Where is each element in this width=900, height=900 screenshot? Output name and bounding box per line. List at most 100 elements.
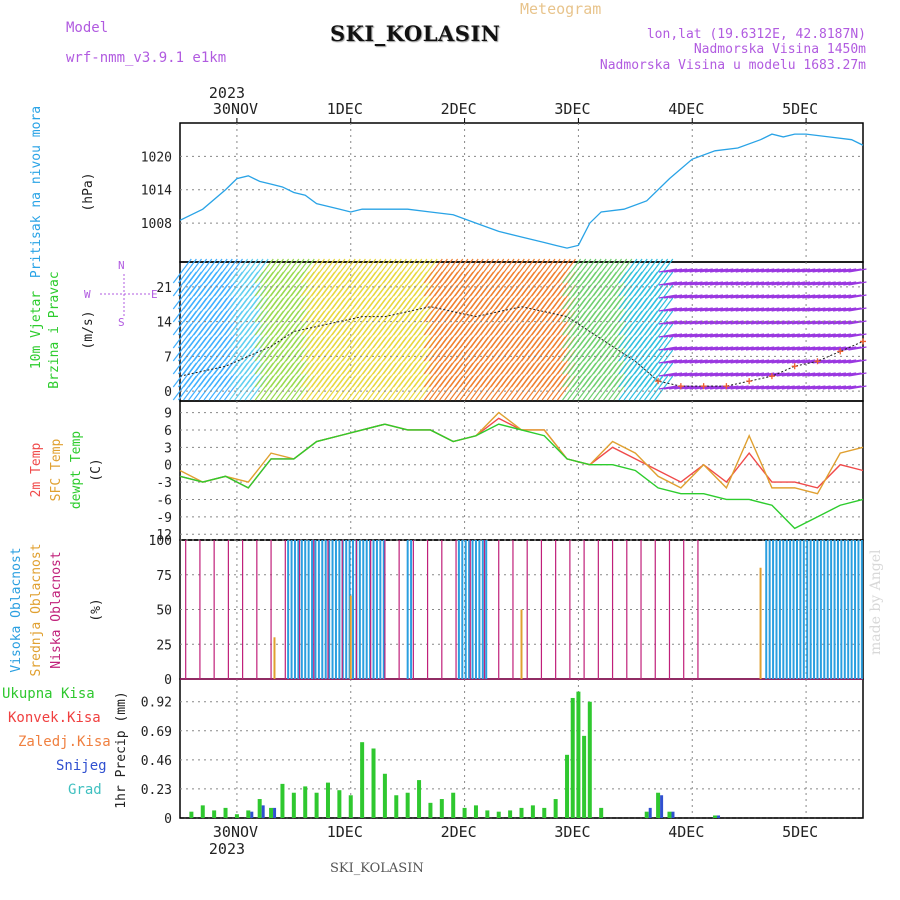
wind-barb — [720, 333, 739, 338]
model-name: wrf-nmm_v3.9.1 e1km — [66, 50, 227, 66]
wind-barb — [649, 375, 669, 401]
wind-barb — [658, 333, 678, 338]
wind-barb — [715, 294, 734, 299]
wind-barb — [792, 307, 811, 312]
wind-barb — [838, 346, 857, 351]
wind-barb — [832, 281, 852, 286]
wind-barb — [776, 385, 795, 390]
wind-barb — [674, 333, 693, 338]
wind-barb — [740, 307, 759, 312]
wind-barb — [658, 346, 678, 351]
wind-barb — [730, 307, 749, 312]
wind-barb — [832, 346, 852, 351]
wind-barb — [776, 294, 795, 299]
wind-barb — [684, 268, 703, 273]
wind-barb — [669, 359, 688, 364]
wind-barb — [792, 294, 811, 299]
wind-barb — [674, 359, 693, 364]
wind-barb — [827, 320, 847, 325]
total-precip-bar — [257, 799, 262, 818]
total-precip-bar — [565, 754, 570, 818]
wind-barb — [679, 294, 698, 299]
wind-barb — [674, 346, 693, 351]
total-precip-bar — [667, 811, 672, 818]
wind-barb — [679, 333, 698, 338]
temperature-ytick-label: 9 — [164, 407, 172, 422]
wind-barb — [822, 307, 841, 312]
wind-ytick-label: 21 — [156, 281, 172, 296]
wind-barb — [704, 268, 724, 273]
wind-barb — [300, 258, 320, 284]
wind-barb — [822, 333, 841, 338]
cloud-ytick-label: 50 — [156, 604, 172, 619]
wind-barb — [357, 258, 377, 284]
wind-barb — [572, 258, 592, 284]
wind-barb — [490, 258, 510, 284]
wind-barb — [704, 346, 724, 351]
coordinates-line: lon,lat (19.6312E, 42.8187N) — [646, 27, 866, 42]
top-date-tick: 4DEC — [668, 100, 704, 118]
wind-barb — [761, 372, 780, 377]
wind-barb — [781, 333, 800, 338]
wind-barb — [699, 268, 718, 273]
wind-barb — [822, 281, 841, 286]
wind-barb — [311, 258, 331, 284]
wind-barb — [812, 307, 831, 312]
wind-barb — [526, 258, 546, 284]
wind-barb — [827, 294, 847, 299]
total-precip-bar — [269, 807, 274, 818]
wind-barb — [786, 268, 806, 273]
wind-barb — [797, 346, 816, 351]
wind-barb — [475, 258, 494, 284]
wind-barb — [531, 258, 551, 284]
wind-barb — [725, 385, 744, 390]
wind-speed-marker — [860, 338, 866, 345]
wind-barb — [781, 281, 800, 286]
wind-barb — [838, 307, 857, 312]
total-precip-bar — [371, 748, 376, 818]
wind-barb — [745, 320, 765, 325]
wind-barb — [822, 268, 841, 273]
wind-ytick-label: 14 — [156, 316, 172, 331]
total-precip-bar — [542, 807, 547, 818]
wind-barb — [715, 346, 734, 351]
wind-barb — [786, 320, 806, 325]
wind-barb — [792, 385, 811, 390]
wind-barb — [669, 307, 688, 312]
wind-barb — [745, 281, 765, 286]
pressure-frame — [179, 122, 864, 263]
wind-barb — [735, 346, 754, 351]
wind-barb — [802, 333, 821, 338]
top-date-tick: 3DEC — [554, 100, 590, 118]
wind-barb — [745, 359, 765, 364]
wind-barb — [218, 258, 238, 284]
wind-barb — [710, 359, 729, 364]
total-precip-bar — [234, 814, 239, 818]
wind-barb — [735, 333, 754, 338]
wind-barb — [848, 281, 867, 286]
top-date-tick: 5DEC — [782, 100, 818, 118]
wind-barb — [745, 346, 765, 351]
precip-ytick-label: 0.69 — [141, 725, 172, 740]
wind-barb — [398, 258, 418, 284]
wind-barb — [699, 294, 718, 299]
wind-barb — [740, 333, 759, 338]
wind-barb — [771, 307, 790, 312]
wind-barb — [623, 258, 643, 284]
wind-barb — [485, 258, 505, 284]
low-cloud-axis-title: Niska Oblacnost — [49, 551, 64, 668]
wind-barb — [500, 258, 520, 284]
wind-barb — [756, 320, 775, 325]
wind-barb — [771, 346, 790, 351]
wind-barb — [751, 281, 770, 286]
wind-barb — [751, 333, 770, 338]
wind-barb — [838, 385, 857, 390]
wind-barb — [838, 333, 857, 338]
wind-barb — [812, 281, 831, 286]
total-precip-bar — [644, 811, 649, 818]
wind-barb — [674, 385, 693, 390]
wind-barb — [848, 333, 867, 338]
compass-south: S — [118, 316, 125, 329]
wind-barb — [658, 268, 678, 273]
wind-barb — [434, 258, 454, 284]
